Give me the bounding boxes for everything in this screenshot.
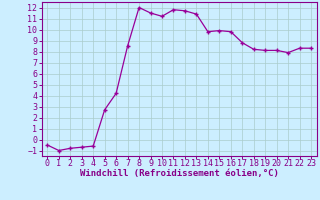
X-axis label: Windchill (Refroidissement éolien,°C): Windchill (Refroidissement éolien,°C) bbox=[80, 169, 279, 178]
